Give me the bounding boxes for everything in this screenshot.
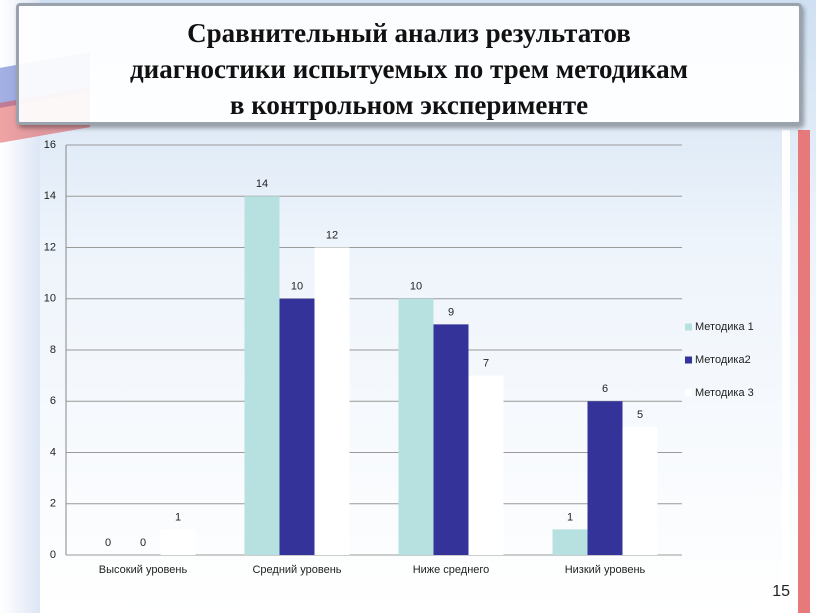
- title-line: диагностики испытуемых по трем методикам: [130, 54, 688, 84]
- bar: [552, 529, 588, 555]
- y-tick-label: 16: [44, 139, 56, 151]
- legend-swatch: [685, 389, 692, 397]
- legend-label: Методика 1: [695, 321, 754, 333]
- value-label: 10: [291, 281, 303, 293]
- bar: [279, 298, 315, 555]
- y-tick-label: 4: [50, 446, 56, 458]
- value-label: 9: [448, 306, 454, 318]
- value-label: 5: [637, 409, 643, 421]
- y-tick-label: 14: [44, 190, 56, 202]
- y-tick-label: 0: [50, 549, 56, 561]
- y-tick-label: 6: [50, 395, 56, 407]
- value-label: 1: [567, 511, 573, 523]
- bar: [244, 196, 280, 555]
- y-tick-label: 2: [50, 498, 56, 510]
- legend-swatch: [685, 356, 692, 364]
- y-tick-label: 10: [44, 293, 56, 305]
- value-label: 0: [105, 537, 111, 549]
- bar: [622, 426, 658, 555]
- x-tick-label: Низкий уровень: [565, 564, 646, 576]
- bar: [587, 401, 623, 555]
- value-label: 6: [602, 383, 608, 395]
- bar: [398, 298, 434, 555]
- y-tick-label: 8: [50, 344, 56, 356]
- value-label: 14: [256, 178, 268, 190]
- value-label: 12: [326, 229, 338, 241]
- value-label: 1: [175, 511, 181, 523]
- legend-label: Методика 3: [695, 387, 754, 399]
- bar: [433, 324, 469, 555]
- bar: [160, 529, 196, 555]
- value-label: 7: [483, 358, 489, 370]
- value-label: 0: [140, 537, 146, 549]
- legend-swatch: [685, 323, 692, 331]
- decor-stripe: [798, 130, 810, 613]
- x-tick-label: Средний уровень: [252, 564, 341, 576]
- legend-label: Методика2: [695, 354, 751, 366]
- x-tick-label: Ниже среднего: [413, 564, 490, 576]
- value-label: 10: [410, 281, 422, 293]
- title-line: Сравнительный анализ результатов: [187, 18, 631, 48]
- bar: [468, 375, 504, 555]
- x-tick-label: Высокий уровень: [99, 564, 188, 576]
- decor-stripe: [782, 130, 790, 613]
- bar: [314, 247, 350, 555]
- title-box: Сравнительный анализ результатов диагнос…: [16, 3, 802, 125]
- y-tick-label: 12: [44, 241, 56, 253]
- title-line: в контрольном эксперименте: [229, 90, 589, 120]
- slide-number: 15: [772, 583, 790, 600]
